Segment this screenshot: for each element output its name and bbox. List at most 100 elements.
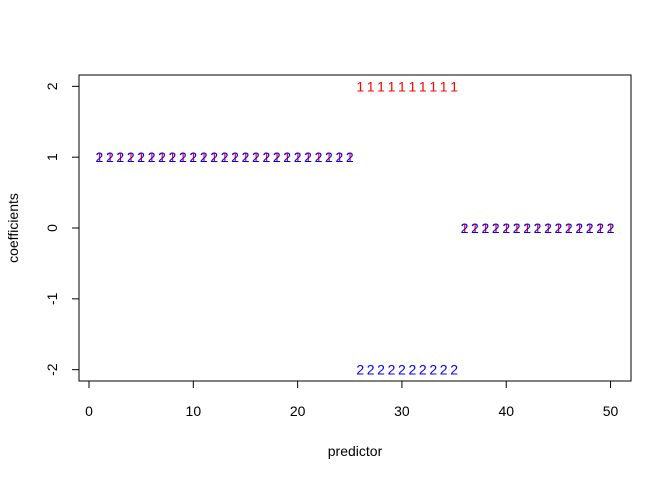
data-point: 2 xyxy=(575,220,583,236)
y-tick-label: 2 xyxy=(44,82,60,90)
data-point: 2 xyxy=(408,362,416,378)
data-point: 2 xyxy=(169,149,177,165)
data-point: 2 xyxy=(523,220,531,236)
data-point: 1 xyxy=(356,78,364,94)
data-point: 2 xyxy=(534,220,542,236)
data-point: 2 xyxy=(252,149,260,165)
data-point: 1 xyxy=(137,149,145,165)
data-point: 1 xyxy=(450,78,458,94)
data-point: 2 xyxy=(607,220,615,236)
data-point: 1 xyxy=(440,78,448,94)
data-point: 2 xyxy=(325,149,333,165)
data-point: 2 xyxy=(356,362,364,378)
y-tick-label: 1 xyxy=(44,153,60,161)
data-point: 2 xyxy=(388,362,396,378)
data-point: 2 xyxy=(116,149,124,165)
data-point: 2 xyxy=(565,220,573,236)
data-point: 2 xyxy=(440,362,448,378)
x-tick-label: 10 xyxy=(186,403,202,419)
data-point: 1 xyxy=(398,78,406,94)
data-point: 1 xyxy=(544,220,552,236)
data-point: 1 xyxy=(596,220,604,236)
data-point: 1 xyxy=(242,149,250,165)
data-point: 1 xyxy=(106,149,114,165)
data-point: 1 xyxy=(335,149,343,165)
data-point: 1 xyxy=(210,149,218,165)
data-point: 1 xyxy=(481,220,489,236)
data-point: 1 xyxy=(492,220,500,236)
data-point: 2 xyxy=(481,220,489,236)
data-point: 2 xyxy=(492,220,500,236)
data-point: 1 xyxy=(315,149,323,165)
y-tick-label: -2 xyxy=(44,363,60,376)
x-axis: 0 10 20 30 40 50 xyxy=(85,380,619,419)
data-point: 1 xyxy=(346,149,354,165)
data-point: 1 xyxy=(127,149,135,165)
data-point: 2 xyxy=(450,362,458,378)
data-point: 2 xyxy=(137,149,145,165)
data-point: 2 xyxy=(210,149,218,165)
data-point: 2 xyxy=(544,220,552,236)
data-point: 2 xyxy=(96,149,104,165)
data-point: 1 xyxy=(388,78,396,94)
data-point: 2 xyxy=(471,220,479,236)
y-tick-label: -1 xyxy=(44,292,60,305)
data-point: 1 xyxy=(471,220,479,236)
y-tick-label: 0 xyxy=(44,224,60,232)
data-point: 1 xyxy=(221,149,229,165)
data-point: 2 xyxy=(106,149,114,165)
series-2: 2 2 2 2 2 2 2 2 2 2 2 2 2 2 2 2 2 2 2 2 2 2 2 2 22 2 2 2 2 2 2 2 2 22 2 2 2 2… xyxy=(96,149,615,377)
y-axis: -2 -1 0 1 2 xyxy=(44,82,80,376)
data-point: 1 xyxy=(189,149,197,165)
data-point: 2 xyxy=(377,362,385,378)
data-point: 1 xyxy=(555,220,563,236)
data-point: 1 xyxy=(200,149,208,165)
data-point: 1 xyxy=(158,149,166,165)
data-point: 1 xyxy=(429,78,437,94)
data-point: 2 xyxy=(555,220,563,236)
data-point: 1 xyxy=(534,220,542,236)
data-point: 2 xyxy=(148,149,156,165)
data-point: 1 xyxy=(367,78,375,94)
data-point: 1 xyxy=(523,220,531,236)
data-point: 1 xyxy=(231,149,239,165)
x-axis-title: predictor xyxy=(328,443,383,459)
data-point: 1 xyxy=(325,149,333,165)
data-point: 2 xyxy=(429,362,437,378)
data-point: 2 xyxy=(346,149,354,165)
data-point: 2 xyxy=(200,149,208,165)
data-point: 1 xyxy=(304,149,312,165)
data-point: 1 xyxy=(262,149,270,165)
data-point: 1 xyxy=(419,78,427,94)
data-point: 1 xyxy=(607,220,615,236)
data-point: 1 xyxy=(461,220,469,236)
data-point: 1 xyxy=(252,149,260,165)
x-tick-label: 20 xyxy=(290,403,306,419)
data-point: 2 xyxy=(461,220,469,236)
x-tick-label: 50 xyxy=(603,403,619,419)
data-point: 2 xyxy=(398,362,406,378)
data-point: 1 xyxy=(294,149,302,165)
data-point: 2 xyxy=(335,149,343,165)
data-point: 1 xyxy=(169,149,177,165)
series-1: 1 1 1 1 1 1 1 1 1 1 1 1 1 1 1 1 1 1 1 1 1 1 1 1 11 1 1 1 1 1 1 1 1 11 1 1 1 1… xyxy=(96,78,615,236)
data-point: 2 xyxy=(273,149,281,165)
data-point: 1 xyxy=(116,149,124,165)
data-points: 1 1 1 1 1 1 1 1 1 1 1 1 1 1 1 1 1 1 1 1 1 1 1 1 11 1 1 1 1 1 1 1 1 11 1 1 1 1… xyxy=(96,78,615,377)
data-point: 2 xyxy=(419,362,427,378)
data-point: 2 xyxy=(304,149,312,165)
data-point: 1 xyxy=(179,149,187,165)
data-point: 1 xyxy=(283,149,291,165)
data-point: 2 xyxy=(367,362,375,378)
data-point: 1 xyxy=(273,149,281,165)
data-point: 2 xyxy=(231,149,239,165)
data-point: 2 xyxy=(315,149,323,165)
x-tick-label: 0 xyxy=(85,403,93,419)
data-point: 2 xyxy=(158,149,166,165)
y-axis-title: coefficients xyxy=(5,193,21,263)
data-point: 1 xyxy=(513,220,521,236)
data-point: 1 xyxy=(377,78,385,94)
data-point: 2 xyxy=(179,149,187,165)
